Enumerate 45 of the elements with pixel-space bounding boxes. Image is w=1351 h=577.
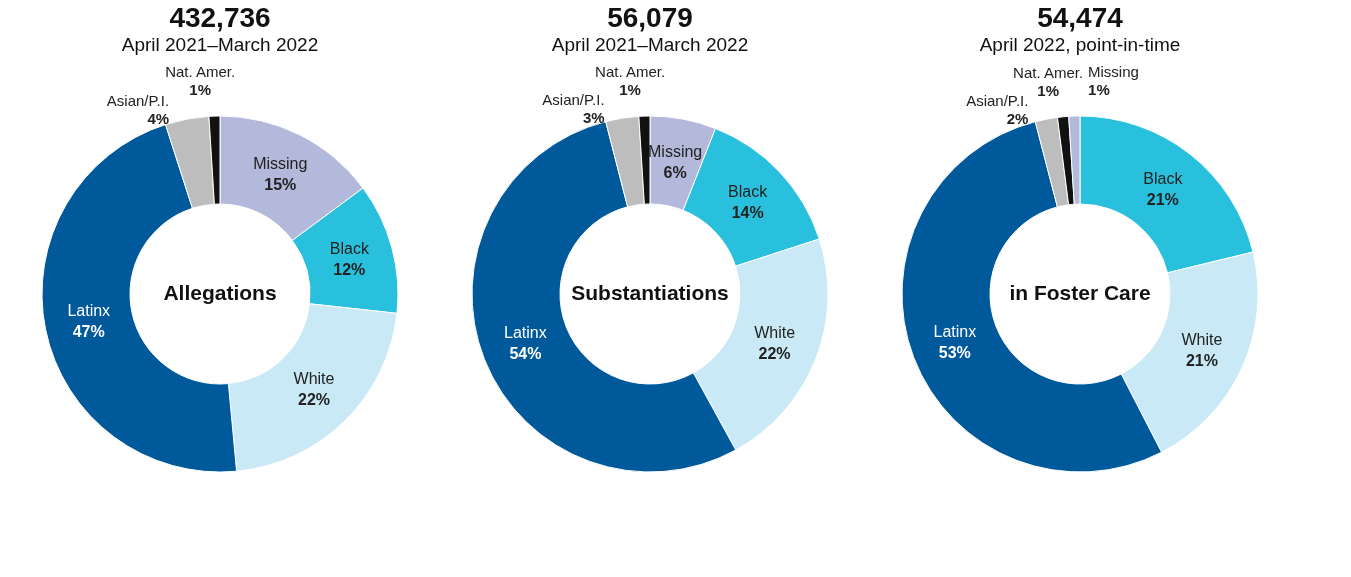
slice-label: Black [329, 239, 370, 257]
chart-subtitle: April 2022, point-in-time [979, 34, 1181, 55]
slice-label: Latinx [67, 301, 111, 319]
chart-title: 432,736 [169, 2, 271, 33]
data-label: 1% [619, 81, 641, 99]
data-label: 1% [189, 81, 211, 99]
data-label: 1% [1037, 81, 1059, 99]
slice-label: Latinx [933, 322, 977, 340]
data-label: 47% [72, 322, 105, 340]
data-label: 12% [333, 260, 366, 278]
chart-title: 56,079 [607, 2, 693, 33]
text: Substantiations [571, 281, 729, 304]
slice-label: White [754, 324, 796, 342]
data-label: 21% [1146, 190, 1179, 208]
slice-label: Asian/P.I. [966, 92, 1029, 110]
slice-label: Black [1143, 169, 1184, 187]
data-label: 22% [758, 345, 791, 363]
slice-label: White [1181, 330, 1223, 348]
text: Allegations [163, 281, 277, 304]
slice-label: Missing [647, 143, 703, 161]
chart-subtitle: April 2021–March 2022 [551, 34, 749, 55]
data-label: 54% [509, 345, 542, 363]
data-label: 22% [298, 391, 331, 409]
data-label: 21% [1185, 351, 1218, 369]
chart-title: 54,474 [1037, 2, 1124, 33]
data-label: 15% [264, 176, 297, 194]
data-label: 6% [663, 164, 687, 182]
text: in Foster Care [1009, 281, 1151, 304]
slice-label: Nat. Amer. [595, 63, 666, 81]
data-label: 4% [147, 110, 170, 128]
slice-label: Latinx [504, 324, 547, 342]
slice-label: Nat. Amer. [1013, 63, 1084, 81]
slice-label: Missing [253, 155, 308, 173]
slice-label: Asian/P.I. [106, 92, 170, 110]
data-label: 2% [1006, 110, 1029, 128]
data-label: 53% [938, 343, 971, 361]
slice-label: Missing [1088, 63, 1139, 81]
slice-label: Nat. Amer. [165, 63, 236, 81]
data-label: 3% [582, 109, 605, 127]
data-label: 1% [1088, 81, 1110, 99]
chart-subtitle: April 2021–March 2022 [121, 34, 319, 55]
slice-label: White [293, 370, 335, 388]
slice-label: Asian/P.I. [542, 91, 605, 109]
slice-label: Black [728, 183, 769, 201]
data-label: 14% [731, 204, 764, 222]
